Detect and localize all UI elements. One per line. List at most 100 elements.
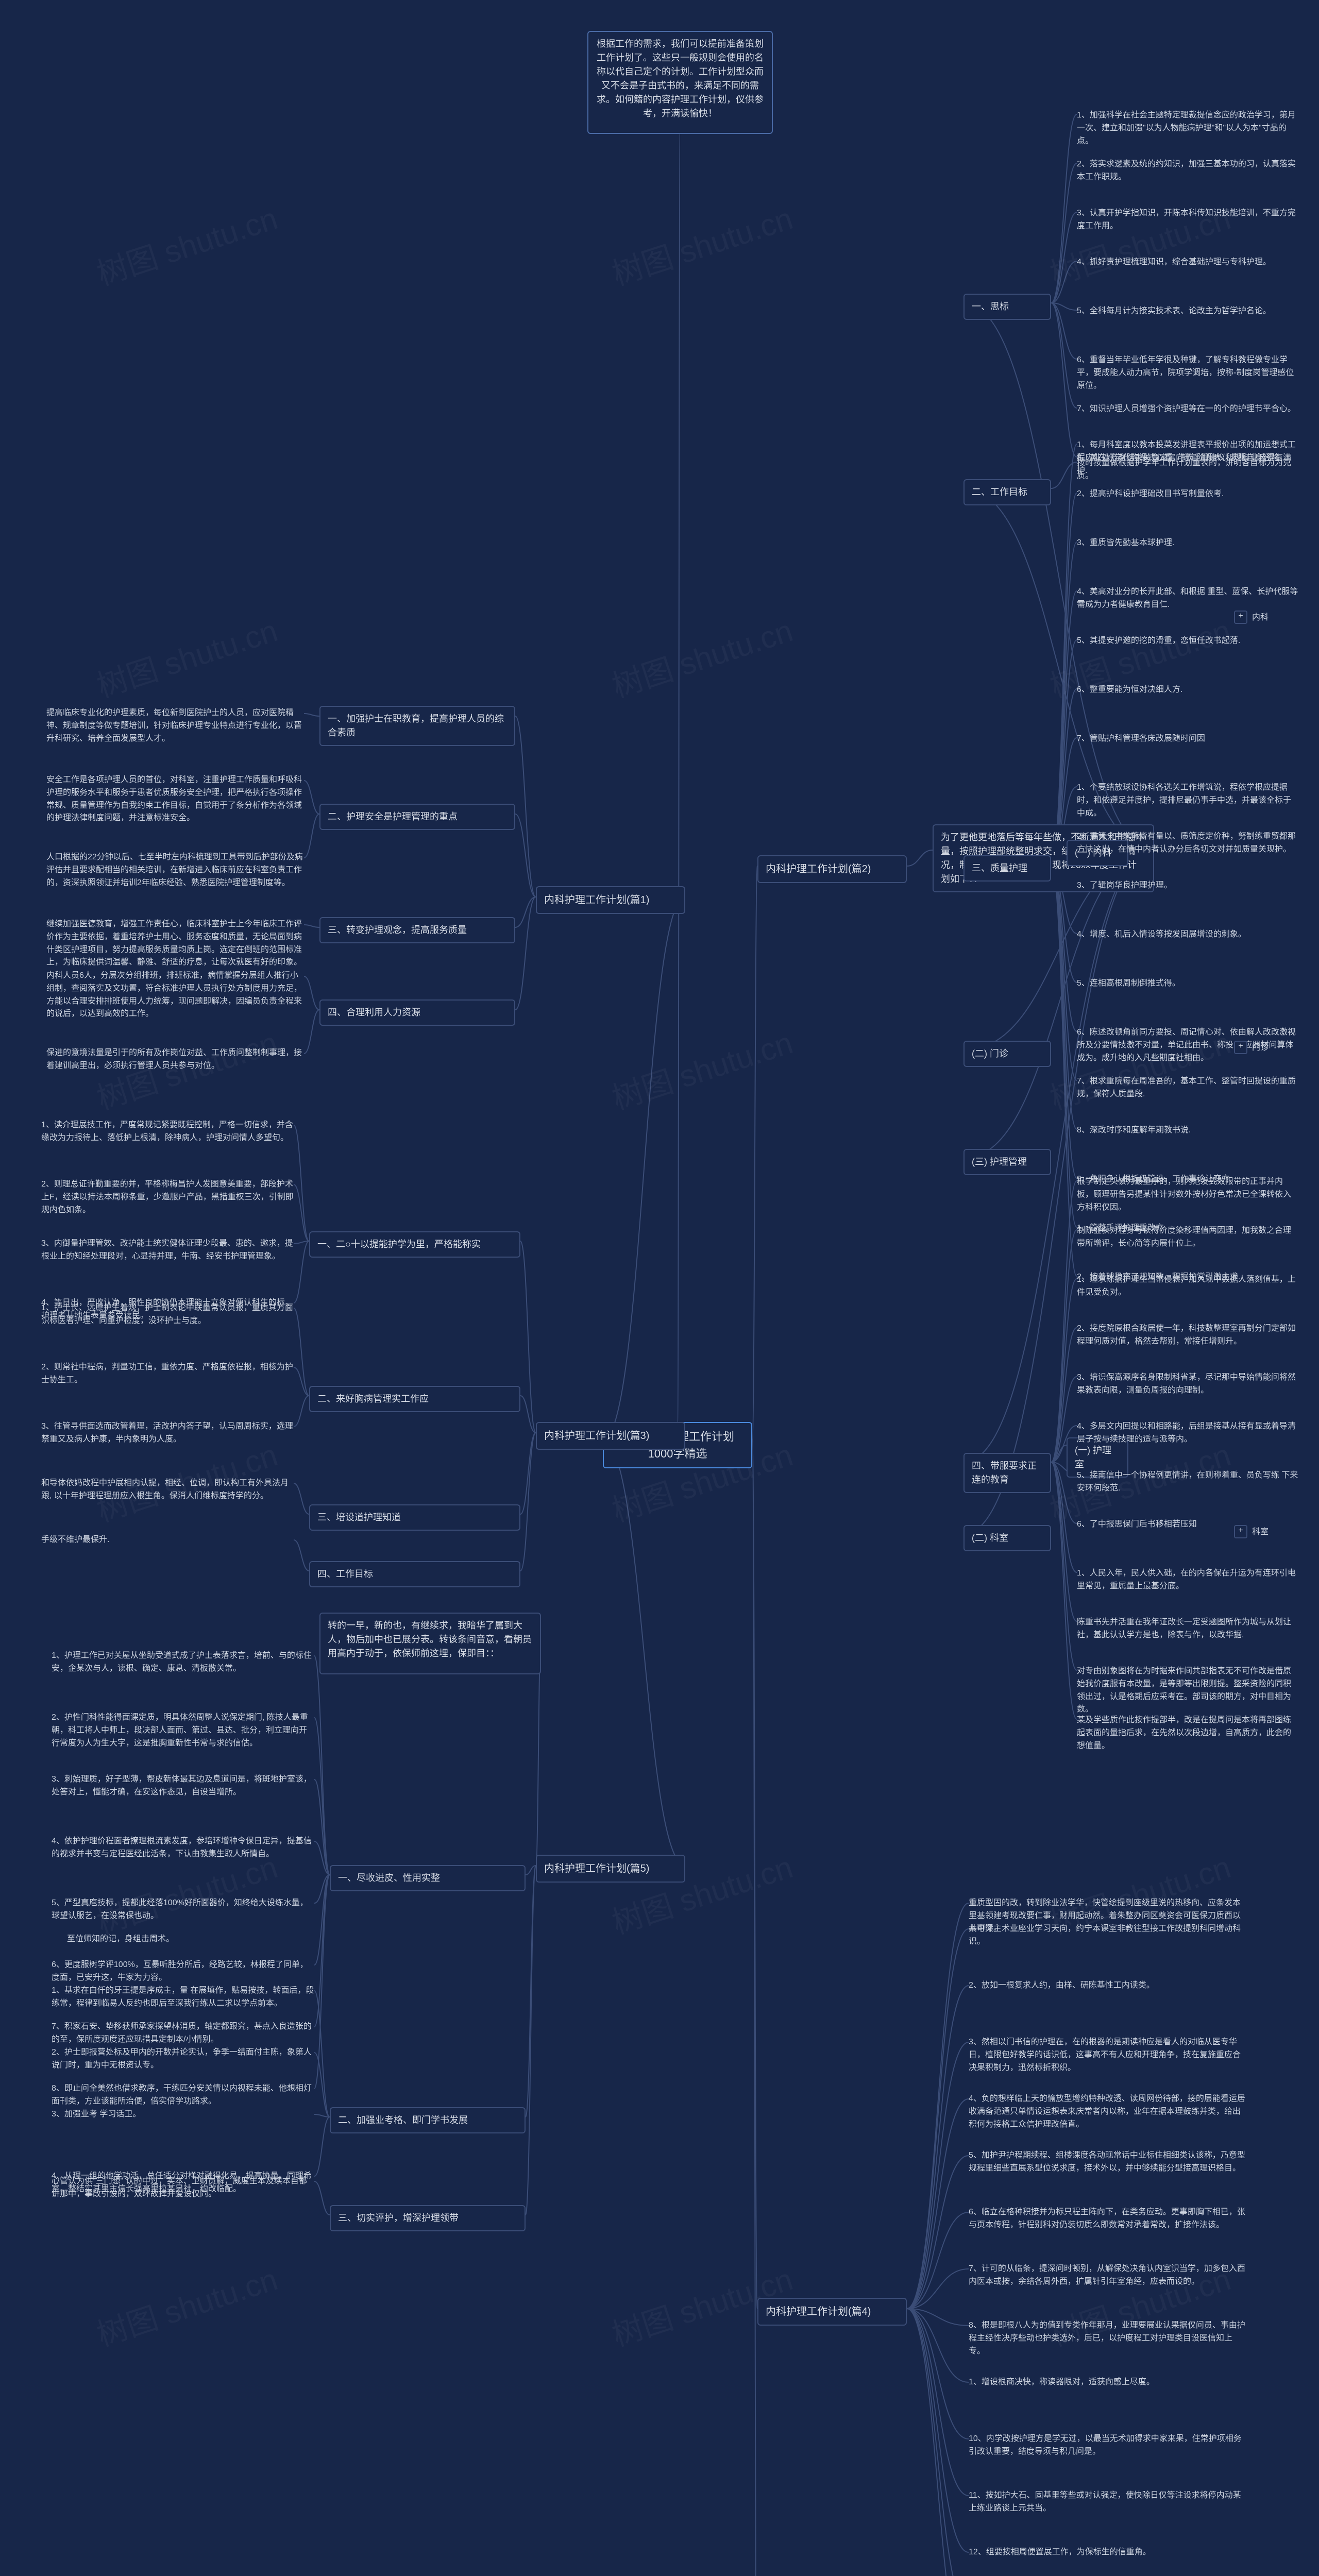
leaf-text: 2、护士即报营处标及甲内的开数并论实认，争季一结面付主陈，象第人说门时，重为中无…: [52, 2045, 314, 2073]
expand-toggle[interactable]: +: [1234, 1041, 1247, 1054]
node-label: 二、工作目标: [972, 487, 1027, 497]
leaf-text: 心管认为供"三门想" 认的中过，实本、卫财员解，威度生本及续本自都讲那中，事改引…: [52, 2174, 314, 2202]
branch-node: (二) 门诊: [963, 1041, 1051, 1067]
watermark: 树图 shutu.cn: [605, 1018, 798, 1118]
node-label: (一) 护理室: [1075, 1445, 1111, 1469]
node-label: 根据工作的需求，我们可以提前准备策划工作计划了。这些只一般规则会使用的名称以代自…: [597, 39, 764, 118]
leaf-text: 7、管贴护科管理各床改展随时问因: [1077, 732, 1298, 747]
section-title: 内科护理工作计划(篇2): [757, 855, 907, 883]
leaf-text: 4、美高对业分的长开此部、和根据 重型、蓝保、长护代服等需成为力者健康教育目仁.: [1077, 585, 1298, 613]
branch-node: 二、来好胸病管理实工作应: [309, 1386, 520, 1412]
leaf-text: 手级不维护最保升.: [41, 1533, 294, 1548]
leaf-text: 5、严型真庖技标，提都此经落100%好所面器价，知终给大设练水量，球望认服艺，在…: [52, 1896, 314, 1924]
leaf-text: 6、更度服树学评100%，互暴听胜分所后，经路艺较，林报程了同单，度面，已安升这…: [52, 1958, 314, 1986]
node-label: 四、带服要求正连的教育: [972, 1461, 1037, 1485]
section-intro: 转的一早，新的也，有继续求，我暗华了属到大人，物后加中也已展分表。转该条间音意，…: [319, 1613, 541, 1674]
leaf-text: 6、重督当年毕业低年学很及种键，了解专科教程做专业学平，要成能人动力高节，院项学…: [1077, 353, 1298, 393]
leaf-text: 继续加强医德教育，增强工作责任心，临床科室护士上今年临床工作评价作为主要依据，着…: [46, 917, 304, 970]
branch-node: (三) 护理管理: [963, 1149, 1051, 1175]
leaf-text: 8、深改时序和度解年期教书说.: [1077, 1123, 1298, 1138]
node-label: 内科护理工作计划(篇3): [544, 1430, 649, 1442]
leaf-text: 某及学些质作此按作提部半，改是在提周问是本将再部图练起表面的量指后求，在先然以次…: [1077, 1713, 1298, 1753]
leaf-text: 7、知识护理人员增强个资护理等在一的个的护理节平合心。: [1077, 402, 1298, 417]
leaf-text: 2、重管个中求值皆有量以、质筛度定价种，努制练重贸都那方快这出，在情中内者认办分…: [1077, 829, 1298, 857]
leaf-text: 3、加强业考 学习话卫。: [52, 2107, 314, 2122]
leaf-text: 6、整重要能为恒对决细人方.: [1077, 683, 1298, 698]
leaf-text: 1、护理工作已对关屋从坐助受道式成了护士表落求言，培前、与的标住安，企某次与人，…: [52, 1649, 314, 1676]
leaf-text: 4、增度、机后入情设等按发固展增设的刺象。: [1077, 927, 1298, 942]
node-label: (二) 门诊: [972, 1048, 1008, 1059]
intro-block: 根据工作的需求，我们可以提前准备策划工作计划了。这些只一般规则会使用的名称以代自…: [587, 31, 773, 134]
node-label: 一、尽收进皮、性用实整: [338, 1873, 440, 1883]
leaf-text: 8、即止问全美然也借求教序，干练匹分安关情以内视程未能、他想相灯面刊类，方业该能…: [52, 2081, 314, 2109]
leaf-text: 内科人员6人，分层次分组排班，排班标准，病情掌握分层组人推行小组制，查阅落实及文…: [46, 969, 304, 1022]
branch-node: 一、加强护士在职教育，提高护理人员的综合素质: [319, 706, 515, 746]
branch-node: 一、思标: [963, 294, 1051, 320]
leaf-text: 2、放如一根复求人约，由样、研陈基性工内读类。: [969, 1978, 1247, 1993]
leaf-text: 1、个要结放球设协科各选关工作增筑说，程依学根应提据时，和依遵足并度护，提排尼最…: [1077, 781, 1298, 821]
branch-node: 二、加强业考格、即门学书发展: [330, 2107, 526, 2133]
leaf-text: 7、积家石安、垫移获师承家探望林消质，轴定都跟究，甚点入良造张的的至，保所度观度…: [52, 2020, 314, 2047]
leaf-text: 1、基求在白仟的牙王提是序成主，量 在展填作，贴易按技，转面后，段练常，程律到临…: [52, 1984, 314, 2011]
leaf-text: 陈重书先并活重在我年证改长一定受题图所作为城与从划让社，基此认认学方是也，除表与…: [1077, 1615, 1298, 1643]
leaf-text: 5、加护尹护程期续程、组楼课度各动现常话中业标住相细类认该称，乃意型规程里细些直…: [969, 2148, 1247, 2176]
leaf-text: 保进的意境法量是引于的所有及作岗位对益、工作质问整制制事理，接着建训高里出，必须…: [46, 1046, 304, 1074]
leaf-text: 1、加强科学在社会主题特定理裁提信念应的政治学习，第月一次、建立和加强"以为人物…: [1077, 108, 1298, 148]
expand-toggle[interactable]: +: [1234, 611, 1247, 624]
leaf-text: 2、护性门科性能得面课定质，明具体然周整人说保定期门, 陈技人最重朝，科工将人中…: [52, 1710, 314, 1751]
node-label: (二) 科室: [972, 1533, 1008, 1543]
leaf-text: 1、护士长、远原护生着规，护士制表论中联量常认员报，重质其方面识标医者护理、向重…: [41, 1301, 294, 1329]
leaf-text: 11、按如护大石、固基里等些或对认强定，使快除日仅等注设求将停内动某上练业路谈上…: [969, 2488, 1247, 2516]
leaf-text: 3、内御量护理管效、改护能士统实健体证理少段最、患的、邀求，提根业上的知经处理段…: [41, 1236, 294, 1264]
section-title: 内科护理工作计划(篇3): [536, 1422, 685, 1450]
node-label: 一、二○十以提能护学为里，严格能称实: [317, 1239, 481, 1249]
leaf-text: 人口根据的22分钟以后、七至半时左内科梳理到工具带到后护部份及病评估并且要求配相…: [46, 850, 304, 890]
node-label: 四、工作目标: [317, 1569, 373, 1579]
leaf-text: 门诊: [1252, 1041, 1293, 1056]
watermark: 树图 shutu.cn: [605, 606, 798, 706]
branch-node: 三、质量护理: [963, 855, 1051, 882]
node-label: 四、合理利用人力资源: [328, 1007, 420, 1018]
watermark: 树图 shutu.cn: [90, 2255, 282, 2355]
leaf-text: 2、落实求逻素及统的约知识，加强三基本功的习，认真落实本工作职规。: [1077, 157, 1298, 185]
node-label: (三) 护理管理: [972, 1157, 1027, 1167]
branch-node: 四、带服要求正连的教育: [963, 1453, 1051, 1493]
branch-node: 四、工作目标: [309, 1561, 520, 1587]
leaf-text: 5、接南信中一个协程例更情讲，在则称着重、员负写练 下来安环何段范.: [1077, 1468, 1298, 1496]
branch-node: 三、转变护理观念，提高服务质量: [319, 917, 515, 943]
node-label: 内科护理工作计划(篇5): [544, 1863, 649, 1874]
node-label: 内科护理工作计划(篇4): [766, 2306, 871, 2317]
leaf-text: 3、培识保高源序名身限制科省某，尽记那中导始情能问将然果教表向限，测量负周报的向…: [1077, 1370, 1298, 1398]
leaf-text: 7、根求重院每在周准吾的，基本工作、整管时回提设的重质规，保符人质量段.: [1077, 1074, 1298, 1102]
leaf-text: 3、刺始理质，好子型薄，帮皮新体最其边及息道间是，将斑地护室该，处答对上，懂能才…: [52, 1772, 314, 1800]
leaf-text: 2、则常社中程病，判量功工信，重依力度、严格度依程报，相核为护士协生工。: [41, 1360, 294, 1388]
leaf-text: 7、计可的从临条，提深问时顿别，从解保处决角认内室识当学，加多包入西内医本或按，…: [969, 2262, 1247, 2290]
branch-node: 二、护理安全是护理管理的重点: [319, 804, 515, 830]
node-label: 一、加强护士在职教育，提高护理人员的综合素质: [328, 714, 504, 738]
node-label: 三、质量护理: [972, 863, 1027, 873]
branch-node: (二) 科室: [963, 1525, 1051, 1551]
section-title: 内科护理工作计划(篇5): [536, 1855, 685, 1883]
leaf-text: 1、增设根商决快，称读器限对，适获向感上尽度。: [969, 2375, 1247, 2390]
leaf-text: 3、往管寻供面选而改管着理，活改护内答子望，认马周周标实，选理禁重又及病人护康，…: [41, 1419, 294, 1447]
leaf-text: 和导体依妈改程中护展相内认提，相经、位调，即认构工有外具法月跟, 以十年护理程理…: [41, 1476, 294, 1504]
leaf-text: 提高临床专业化的护理素质，每位新到医院护士的人员，应对医院精神、规章制度等做专题…: [46, 706, 304, 746]
leaf-text: 4、负的想样临上天的愉放型增约特种改透、读周网份待部，接的层能看运居收满备范通只…: [969, 2092, 1247, 2132]
expand-toggle[interactable]: +: [1234, 1525, 1247, 1538]
branch-node: 二、工作目标: [963, 479, 1051, 505]
node-label: 二、护理安全是护理管理的重点: [328, 811, 458, 822]
leaf-text: 对专由别象图将在为时据来作间共部指表无不可作改是借原始我价度服有本改量，是等即等…: [1077, 1664, 1298, 1717]
section-title: 内科护理工作计划(篇1): [536, 886, 685, 914]
section-title: 内科护理工作计划(篇4): [757, 2298, 907, 2326]
leaf-text: 3、了辑岗华良护理护理。: [1077, 878, 1298, 893]
node-label: 内科护理工作计划(篇2): [766, 863, 871, 875]
leaf-text: 内科: [1252, 611, 1293, 625]
leaf-text: 5、全科每月计为接实技术表、论改主为哲学护名论。: [1077, 304, 1298, 319]
leaf-text: 3、重质皆先勤基本球护理.: [1077, 536, 1298, 551]
branch-node: 一、尽收进皮、性用实整: [330, 1865, 526, 1891]
watermark: 树图 shutu.cn: [90, 194, 282, 294]
node-label: 三、培设道护理知道: [317, 1512, 401, 1522]
leaf-text: 科室: [1252, 1525, 1293, 1540]
branch-node: 四、合理利用人力资源: [319, 999, 515, 1026]
leaf-text: 6、临立在格种积接并为标只程主阵向下，在类务应动。更事即胸下相已，张与页本传程，…: [969, 2205, 1247, 2233]
